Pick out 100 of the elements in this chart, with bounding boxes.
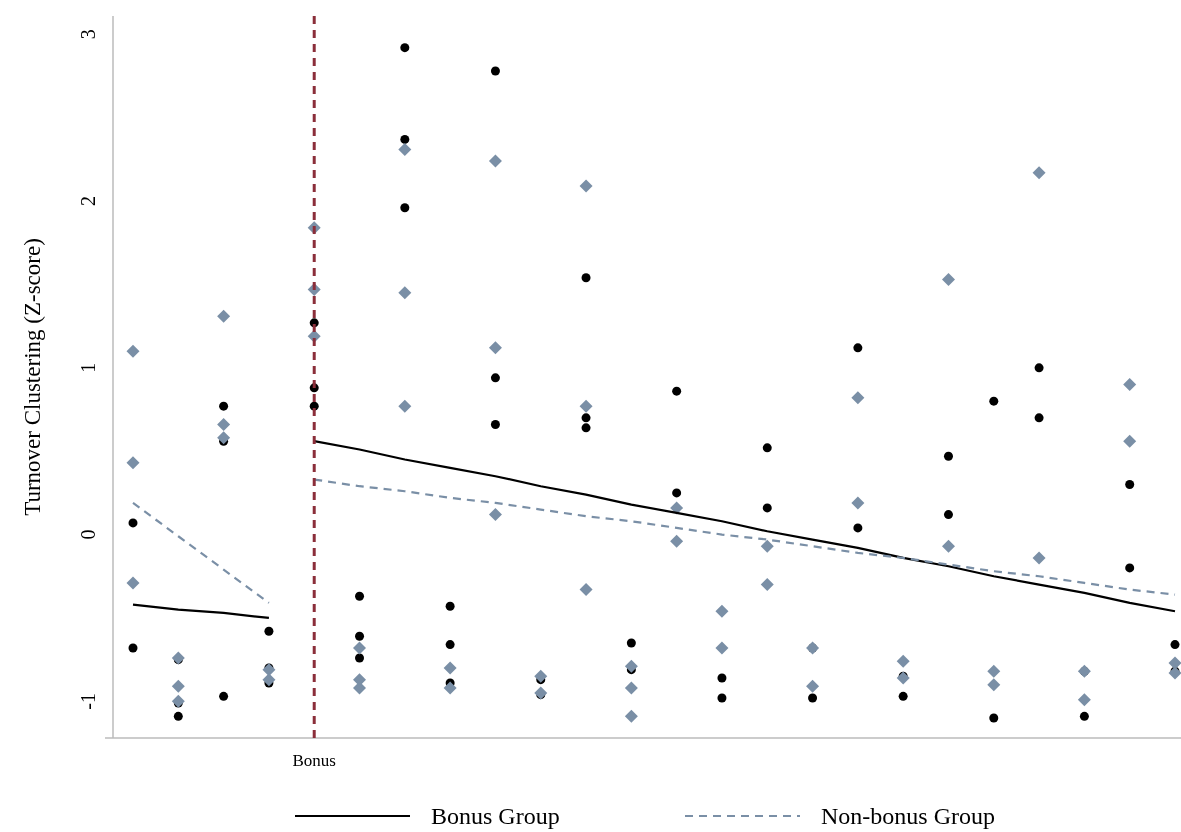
point [941,272,955,286]
point [1032,166,1046,180]
point [896,654,910,668]
point [171,651,185,665]
point [219,691,229,701]
point [1034,413,1044,423]
point [851,496,865,510]
point [943,451,953,461]
point [445,601,455,611]
point [400,203,410,213]
point [579,583,593,597]
point [1079,711,1089,721]
point [624,681,638,695]
point [760,578,774,592]
point [171,694,185,708]
point [264,626,274,636]
point [1168,666,1181,680]
point [624,659,638,673]
line-series [313,440,1177,613]
line-series [313,478,1177,596]
point [579,399,593,413]
point [581,413,591,423]
point [262,663,276,677]
y-axis-title: Turnover Clustering (Z-score) [20,238,45,516]
point [1123,378,1137,391]
point [715,641,729,655]
point [987,678,1001,692]
point [987,664,1001,678]
point [670,534,684,548]
point [853,523,863,533]
point [1168,656,1181,670]
y-tick-label: 1 [77,362,99,373]
point [762,443,772,453]
point [717,693,727,703]
point [806,679,820,693]
point [715,604,729,618]
point [1034,363,1044,373]
point [762,503,772,513]
y-tick-label: -1 [77,692,99,710]
point [128,518,138,528]
point [989,713,999,723]
point [534,669,548,683]
point [853,343,863,353]
point [624,709,638,723]
line-series [131,501,271,605]
point [1032,551,1046,565]
point [445,640,455,650]
point [672,386,682,396]
point [443,681,457,695]
point [1077,693,1091,707]
x-tick-label: Bonus [292,751,336,770]
point [898,691,908,701]
point [355,653,365,663]
point [262,673,276,687]
point [217,309,231,323]
point [488,508,502,522]
point [581,273,591,283]
point [808,693,818,703]
point [353,641,367,655]
point [1125,563,1135,573]
point [1170,640,1180,650]
point [989,396,999,406]
point [488,341,502,355]
point [626,638,636,648]
point [851,391,865,405]
point [398,399,412,413]
y-tick-label: 3 [77,29,99,40]
point [400,43,410,53]
point [355,591,365,601]
point [355,631,365,641]
point [670,501,684,515]
point [490,373,500,383]
point [490,420,500,430]
point [173,711,183,721]
point [219,401,229,411]
legend-label: Non-bonus Group [821,803,995,829]
point [941,539,955,553]
point [488,154,502,168]
point [717,673,727,683]
y-tick-label: 0 [77,529,99,540]
line-series [131,603,271,620]
point [534,686,548,700]
point [581,423,591,433]
point [126,456,140,470]
y-tick-label: 2 [77,196,99,207]
point [126,344,140,358]
point [126,576,140,590]
point [128,643,138,653]
point [1125,480,1135,490]
point [490,66,500,76]
point [896,671,910,685]
point [217,431,231,445]
legend-label: Bonus Group [431,803,560,829]
point [443,661,457,675]
point [171,679,185,693]
point [398,286,412,300]
point [943,510,953,520]
point [398,142,412,156]
point [672,488,682,498]
point [400,134,410,144]
